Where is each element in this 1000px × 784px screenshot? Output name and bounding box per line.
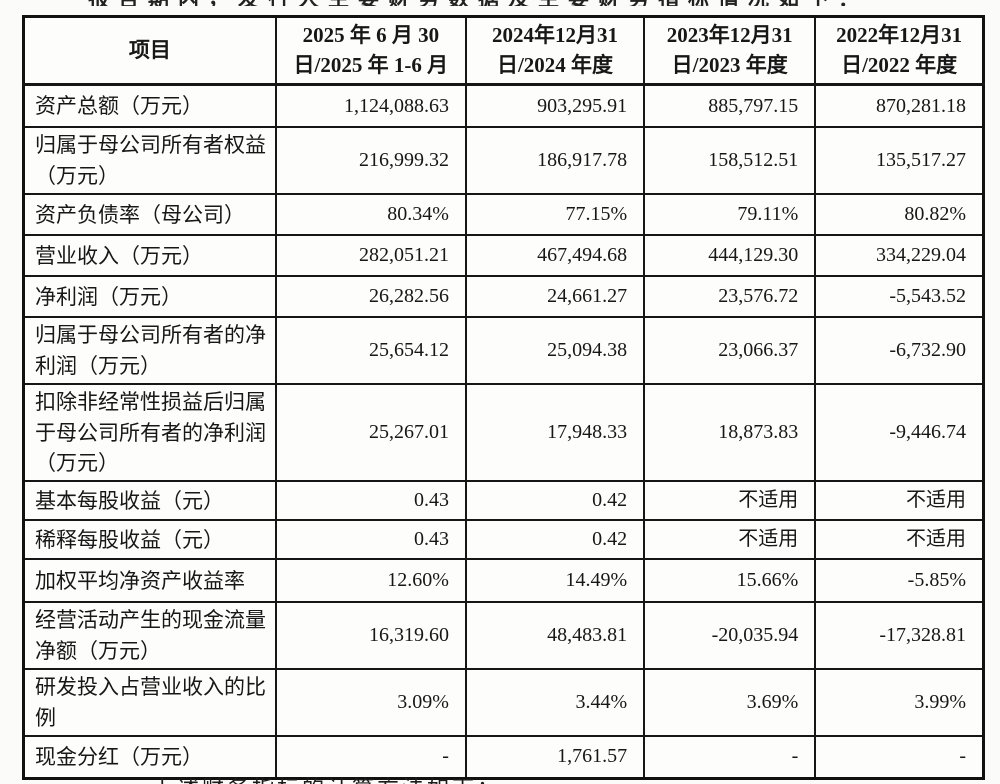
row-label-cell: 归属于母公司所有者的净利润（万元） (22, 316, 277, 386)
financial-indicators-table: 项目 2025 年 6 月 30 日/2025 年 1-6 月 2024年12月31… (22, 15, 985, 780)
table-row: 扣除非经常性损益后归属于母公司所有者的净利润（万元） 25,267.01 17,94… (22, 383, 985, 483)
value-cell: 3.44% (464, 668, 646, 738)
value-cell: -9,446.74 (814, 383, 985, 483)
value-cell: - (274, 735, 467, 780)
value-cell: 23,066.37 (643, 316, 817, 386)
table-row: 稀释每股收益（元） 0.43 0.42 不适用 不适用 (22, 519, 985, 561)
value-cell: 1,761.57 (464, 735, 646, 780)
value-cell: 870,281.18 (814, 83, 985, 129)
row-label-cell: 扣除非经常性损益后归属于母公司所有者的净利润（万元） (22, 383, 277, 483)
table-row: 资产总额（万元） 1,124,088.63 903,295.91 885,797.15… (22, 83, 985, 129)
row-label-cell: 稀释每股收益（元） (22, 519, 277, 561)
value-cell: 135,517.27 (814, 126, 985, 196)
column-header-period-2: 2024年12月31 日/2024 年度 (464, 15, 646, 86)
row-label-cell: 资产总额（万元） (22, 83, 277, 129)
value-cell: - (814, 735, 985, 780)
value-cell: 77.15% (464, 193, 646, 237)
value-cell: 25,094.38 (464, 316, 646, 386)
value-cell: 79.11% (643, 193, 817, 237)
value-cell: 25,654.12 (274, 316, 467, 386)
row-label-cell: 资产负债率（母公司） (22, 193, 277, 237)
table-header: 项目 2025 年 6 月 30 日/2025 年 1-6 月 2024年12月31… (22, 15, 985, 86)
table-row: 经营活动产生的现金流量净额（万元） 16,319.60 48,483.81 -20,0… (22, 601, 985, 671)
value-cell: 12.60% (274, 558, 467, 604)
value-cell: 17,948.33 (464, 383, 646, 483)
row-label-cell: 经营活动产生的现金流量净额（万元） (22, 601, 277, 671)
value-cell: 0.43 (274, 519, 467, 561)
value-cell: 444,129.30 (643, 234, 817, 278)
column-header-period-3: 2023年12月31 日/2023 年度 (643, 15, 817, 86)
row-label-cell: 净利润（万元） (22, 275, 277, 319)
table-row: 净利润（万元） 26,282.56 24,661.27 23,576.72 -5,543… (22, 275, 985, 319)
value-cell: 885,797.15 (643, 83, 817, 129)
value-cell: 24,661.27 (464, 275, 646, 319)
row-label-cell: 现金分红（万元） (22, 735, 277, 780)
value-cell: 不适用 (643, 519, 817, 561)
column-header-period-4: 2022年12月31 日/2022 年度 (814, 15, 985, 86)
value-cell: 0.42 (464, 519, 646, 561)
value-cell: - (643, 735, 817, 780)
table-row: 现金分红（万元） -1,761.57- - (22, 735, 985, 780)
top-clipped-heading-text: 报告期内，发行人主要财务数据及主要财务指标情况如下： (88, 0, 948, 6)
value-cell: 不适用 (814, 519, 985, 561)
value-cell: -20,035.94 (643, 601, 817, 671)
value-cell: 216,999.32 (274, 126, 467, 196)
value-cell: -5,543.52 (814, 275, 985, 319)
column-header-period-1: 2025 年 6 月 30 日/2025 年 1-6 月 (274, 15, 467, 86)
value-cell: 18,873.83 (643, 383, 817, 483)
value-cell: 3.69% (643, 668, 817, 738)
value-cell: -5.85% (814, 558, 985, 604)
top-clipped-heading: 报告期内，发行人主要财务数据及主要财务指标情况如下： (88, 0, 948, 6)
value-cell: -6,732.90 (814, 316, 985, 386)
value-cell: 158,512.51 (643, 126, 817, 196)
value-cell: -17,328.81 (814, 601, 985, 671)
table-row: 归属于母公司所有者权益（万元） 216,999.32 186,917.78 158,5… (22, 126, 985, 196)
table-row: 资产负债率（母公司） 80.34% 77.15% 79.11% 80.82% (22, 193, 985, 237)
value-cell: 15.66% (643, 558, 817, 604)
value-cell: 186,917.78 (464, 126, 646, 196)
table-row: 营业收入（万元） 282,051.21 467,494.68 444,129.30 33… (22, 234, 985, 278)
value-cell: 不适用 (643, 480, 817, 522)
value-cell: 不适用 (814, 480, 985, 522)
table-row: 归属于母公司所有者的净利润（万元） 25,654.12 25,094.38 23,06… (22, 316, 985, 386)
value-cell: 48,483.81 (464, 601, 646, 671)
bottom-clipped-note: 上述财务指标的计算方法如下： (152, 771, 852, 784)
value-cell: 16,319.60 (274, 601, 467, 671)
value-cell: 334,229.04 (814, 234, 985, 278)
value-cell: 80.82% (814, 193, 985, 237)
value-cell: 3.09% (274, 668, 467, 738)
row-label-cell: 营业收入（万元） (22, 234, 277, 278)
value-cell: 0.43 (274, 480, 467, 522)
value-cell: 0.42 (464, 480, 646, 522)
row-label-cell: 归属于母公司所有者权益（万元） (22, 126, 277, 196)
table-row: 加权平均净资产收益率 12.60% 14.49% 15.66% -5.85% (22, 558, 985, 604)
value-cell: 1,124,088.63 (274, 83, 467, 129)
value-cell: 26,282.56 (274, 275, 467, 319)
table-row: 研发投入占营业收入的比例 3.09% 3.44% 3.69% 3.99% (22, 668, 985, 738)
value-cell: 903,295.91 (464, 83, 646, 129)
value-cell: 3.99% (814, 668, 985, 738)
table-header-row: 项目 2025 年 6 月 30 日/2025 年 1-6 月 2024年12月31… (22, 15, 985, 86)
column-header-item: 项目 (22, 15, 277, 86)
value-cell: 14.49% (464, 558, 646, 604)
row-label-cell: 加权平均净资产收益率 (22, 558, 277, 604)
value-cell: 23,576.72 (643, 275, 817, 319)
table-body: 资产总额（万元） 1,124,088.63 903,295.91 885,797.15… (22, 83, 985, 780)
value-cell: 25,267.01 (274, 383, 467, 483)
value-cell: 282,051.21 (274, 234, 467, 278)
value-cell: 80.34% (274, 193, 467, 237)
value-cell: 467,494.68 (464, 234, 646, 278)
table-row: 基本每股收益（元） 0.43 0.42 不适用 不适用 (22, 480, 985, 522)
row-label-cell: 基本每股收益（元） (22, 480, 277, 522)
row-label-cell: 研发投入占营业收入的比例 (22, 668, 277, 738)
